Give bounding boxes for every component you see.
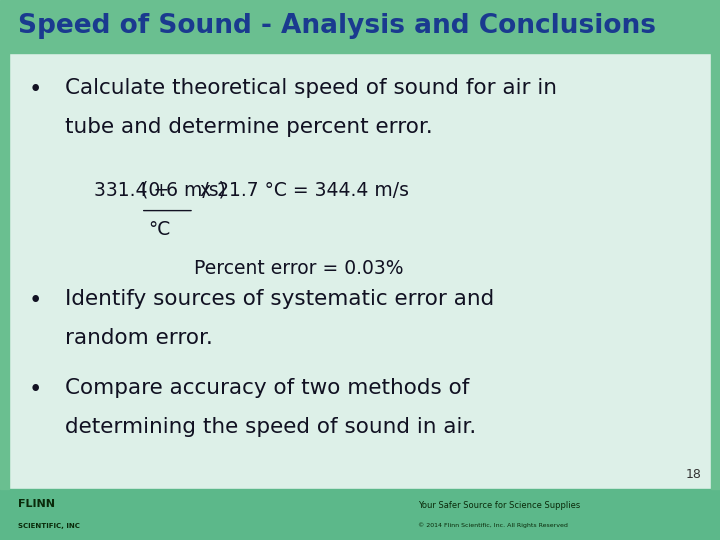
Text: •: •: [29, 78, 42, 102]
Text: FLINN: FLINN: [18, 499, 55, 509]
Text: random error.: random error.: [65, 328, 212, 348]
Text: Percent error = 0.03%: Percent error = 0.03%: [194, 259, 404, 278]
Text: Your Safer Source for Science Supplies: Your Safer Source for Science Supplies: [418, 501, 580, 510]
Bar: [0, 53, 9, 489]
Text: Compare accuracy of two methods of: Compare accuracy of two methods of: [65, 378, 469, 398]
Bar: [0, 489, 720, 540]
Bar: [0, 0, 720, 53]
Text: °C: °C: [148, 220, 171, 239]
Text: x 21.7 °C = 344.4 m/s: x 21.7 °C = 344.4 m/s: [194, 181, 409, 200]
Text: •: •: [29, 378, 42, 401]
Bar: [711, 53, 720, 489]
Text: tube and determine percent error.: tube and determine percent error.: [65, 117, 433, 137]
Text: 18: 18: [686, 468, 702, 481]
Text: Identify sources of systematic error and: Identify sources of systematic error and: [65, 289, 494, 309]
Text: Speed of Sound - Analysis and Conclusions: Speed of Sound - Analysis and Conclusion…: [18, 14, 656, 39]
Text: Calculate theoretical speed of sound for air in: Calculate theoretical speed of sound for…: [65, 78, 557, 98]
Text: 331.4 +: 331.4 +: [94, 181, 175, 200]
Text: © 2014 Flinn Scientific, Inc. All Rights Reserved: © 2014 Flinn Scientific, Inc. All Rights…: [418, 523, 567, 529]
Text: (0.6 m/s): (0.6 m/s): [141, 181, 225, 200]
Text: SCIENTIFIC, INC: SCIENTIFIC, INC: [18, 523, 80, 529]
Text: •: •: [29, 289, 42, 312]
Text: determining the speed of sound in air.: determining the speed of sound in air.: [65, 417, 476, 437]
